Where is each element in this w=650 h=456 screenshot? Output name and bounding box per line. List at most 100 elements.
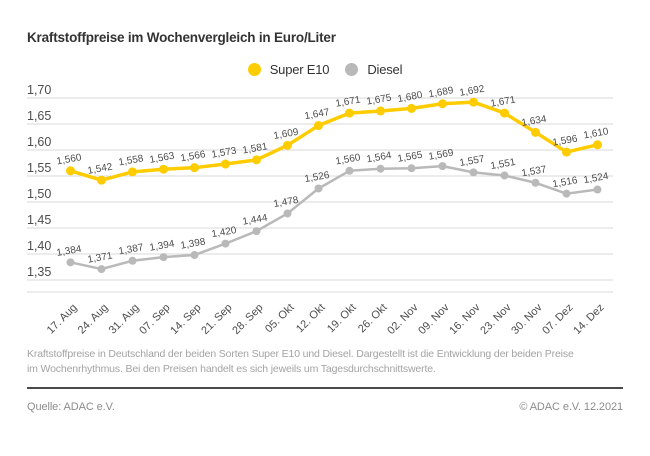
data-point-super-e10 bbox=[190, 163, 199, 173]
x-tick-label: 14. Dez bbox=[571, 302, 606, 337]
data-label-diesel: 1,398 bbox=[180, 236, 207, 251]
data-label-super-e10: 1,596 bbox=[552, 133, 579, 148]
data-point-diesel bbox=[593, 185, 602, 194]
y-tick-label: 1,50 bbox=[27, 187, 51, 201]
data-label-diesel: 1,564 bbox=[366, 150, 393, 165]
copyright-label: © ADAC e.V. 12.2021 bbox=[519, 401, 623, 413]
data-label-diesel: 1,569 bbox=[428, 147, 455, 162]
data-point-diesel bbox=[190, 251, 199, 260]
data-label-diesel: 1,387 bbox=[118, 242, 145, 257]
data-label-diesel: 1,394 bbox=[149, 238, 176, 253]
data-point-diesel bbox=[66, 258, 75, 267]
x-tick-label: 26. Okt bbox=[356, 302, 390, 336]
data-label-diesel: 1,537 bbox=[521, 164, 548, 179]
chart-legend: Super E10 Diesel bbox=[0, 62, 650, 77]
data-point-super-e10 bbox=[500, 108, 509, 118]
data-label-super-e10: 1,560 bbox=[56, 152, 83, 167]
legend-swatch-super-e10 bbox=[247, 63, 261, 76]
chart-footnote: Kraftstoffpreise in Deutschland der beid… bbox=[27, 348, 574, 375]
x-tick-label: 07. Sep bbox=[137, 302, 172, 337]
legend-label-diesel: Diesel bbox=[367, 62, 403, 77]
data-point-super-e10 bbox=[159, 164, 168, 174]
y-tick-label: 1,55 bbox=[27, 161, 51, 175]
source-label: Quelle: ADAC e.V. bbox=[27, 401, 115, 413]
data-label-diesel: 1,526 bbox=[304, 170, 331, 185]
data-label-super-e10: 1,634 bbox=[521, 114, 548, 129]
data-point-diesel bbox=[159, 253, 168, 262]
y-tick-label: 1,65 bbox=[27, 109, 51, 123]
data-point-super-e10 bbox=[438, 99, 447, 109]
data-point-diesel bbox=[283, 209, 292, 218]
legend-swatch-diesel bbox=[345, 63, 359, 76]
data-label-super-e10: 1,692 bbox=[459, 85, 486, 99]
x-tick-label: 07. Dez bbox=[540, 302, 575, 337]
data-point-diesel bbox=[407, 164, 416, 173]
data-point-diesel bbox=[531, 178, 540, 187]
data-point-diesel bbox=[97, 265, 106, 274]
data-label-super-e10: 1,542 bbox=[87, 162, 114, 177]
x-tick-label: 12. Okt bbox=[294, 302, 328, 336]
data-label-diesel: 1,371 bbox=[87, 250, 114, 265]
x-tick-label: 19. Okt bbox=[325, 302, 359, 336]
data-label-super-e10: 1,573 bbox=[211, 145, 238, 160]
data-point-super-e10 bbox=[531, 127, 540, 137]
data-label-diesel: 1,420 bbox=[211, 225, 238, 240]
data-point-diesel bbox=[438, 162, 447, 171]
data-label-super-e10: 1,566 bbox=[180, 149, 207, 164]
data-label-super-e10: 1,689 bbox=[428, 85, 455, 100]
data-point-super-e10 bbox=[345, 108, 354, 118]
data-label-diesel: 1,551 bbox=[490, 157, 517, 172]
x-tick-label: 21. Sep bbox=[199, 302, 234, 337]
data-point-diesel bbox=[469, 168, 478, 177]
data-point-diesel bbox=[314, 184, 323, 193]
data-point-super-e10 bbox=[221, 159, 230, 169]
y-tick-label: 1,35 bbox=[27, 265, 51, 279]
x-tick-label: 28. Sep bbox=[230, 302, 265, 337]
data-label-super-e10: 1,675 bbox=[366, 92, 393, 107]
x-tick-label: 17. Aug bbox=[45, 302, 80, 337]
data-label-diesel: 1,384 bbox=[56, 244, 83, 259]
data-label-super-e10: 1,647 bbox=[304, 107, 331, 122]
data-label-diesel: 1,560 bbox=[335, 152, 362, 167]
data-label-super-e10: 1,671 bbox=[335, 94, 362, 109]
x-tick-label: 05. Okt bbox=[263, 302, 297, 336]
data-label-super-e10: 1,563 bbox=[149, 151, 176, 166]
x-tick-label: 31. Aug bbox=[107, 302, 142, 337]
data-point-super-e10 bbox=[66, 166, 75, 176]
data-point-diesel bbox=[562, 189, 571, 198]
x-tick-label: 23. Nov bbox=[478, 301, 514, 337]
data-point-super-e10 bbox=[407, 103, 416, 113]
data-label-super-e10: 1,680 bbox=[397, 90, 424, 105]
data-label-diesel: 1,478 bbox=[273, 195, 300, 210]
legend-item-super-e10: Super E10 bbox=[247, 62, 330, 77]
data-point-super-e10 bbox=[469, 97, 478, 107]
data-label-diesel: 1,557 bbox=[459, 154, 486, 169]
data-point-diesel bbox=[252, 227, 261, 236]
data-label-super-e10: 1,558 bbox=[118, 153, 145, 168]
data-point-super-e10 bbox=[593, 140, 602, 150]
data-point-super-e10 bbox=[283, 140, 292, 150]
data-point-super-e10 bbox=[562, 147, 571, 157]
page-title: Kraftstoffpreise im Wochenvergleich in E… bbox=[27, 30, 336, 45]
legend-item-diesel: Diesel bbox=[345, 62, 402, 77]
x-tick-label: 02. Nov bbox=[385, 301, 421, 337]
legend-label-super-e10: Super E10 bbox=[269, 62, 330, 77]
fuel-price-line-chart: 1,70 1,65 1,60 1,55 1,50 1,45 1,40 1,35 17. Aug 2… bbox=[0, 83, 650, 347]
data-label-super-e10: 1,671 bbox=[490, 94, 517, 109]
data-point-diesel bbox=[376, 164, 385, 173]
x-tick-label: 16. Nov bbox=[447, 301, 483, 337]
data-label-diesel: 1,524 bbox=[583, 171, 610, 186]
data-label-diesel: 1,516 bbox=[552, 175, 579, 190]
data-point-super-e10 bbox=[97, 175, 106, 185]
footer-divider bbox=[27, 387, 623, 389]
data-point-diesel bbox=[128, 256, 137, 265]
x-tick-label: 09. Nov bbox=[416, 301, 452, 337]
data-point-super-e10 bbox=[376, 106, 385, 116]
y-tick-label: 1,70 bbox=[27, 85, 51, 97]
data-label-diesel: 1,444 bbox=[242, 212, 269, 227]
y-tick-label: 1,45 bbox=[27, 213, 51, 227]
data-point-super-e10 bbox=[128, 167, 137, 177]
x-tick-label: 14. Sep bbox=[168, 302, 203, 337]
y-tick-label: 1,40 bbox=[27, 239, 51, 253]
